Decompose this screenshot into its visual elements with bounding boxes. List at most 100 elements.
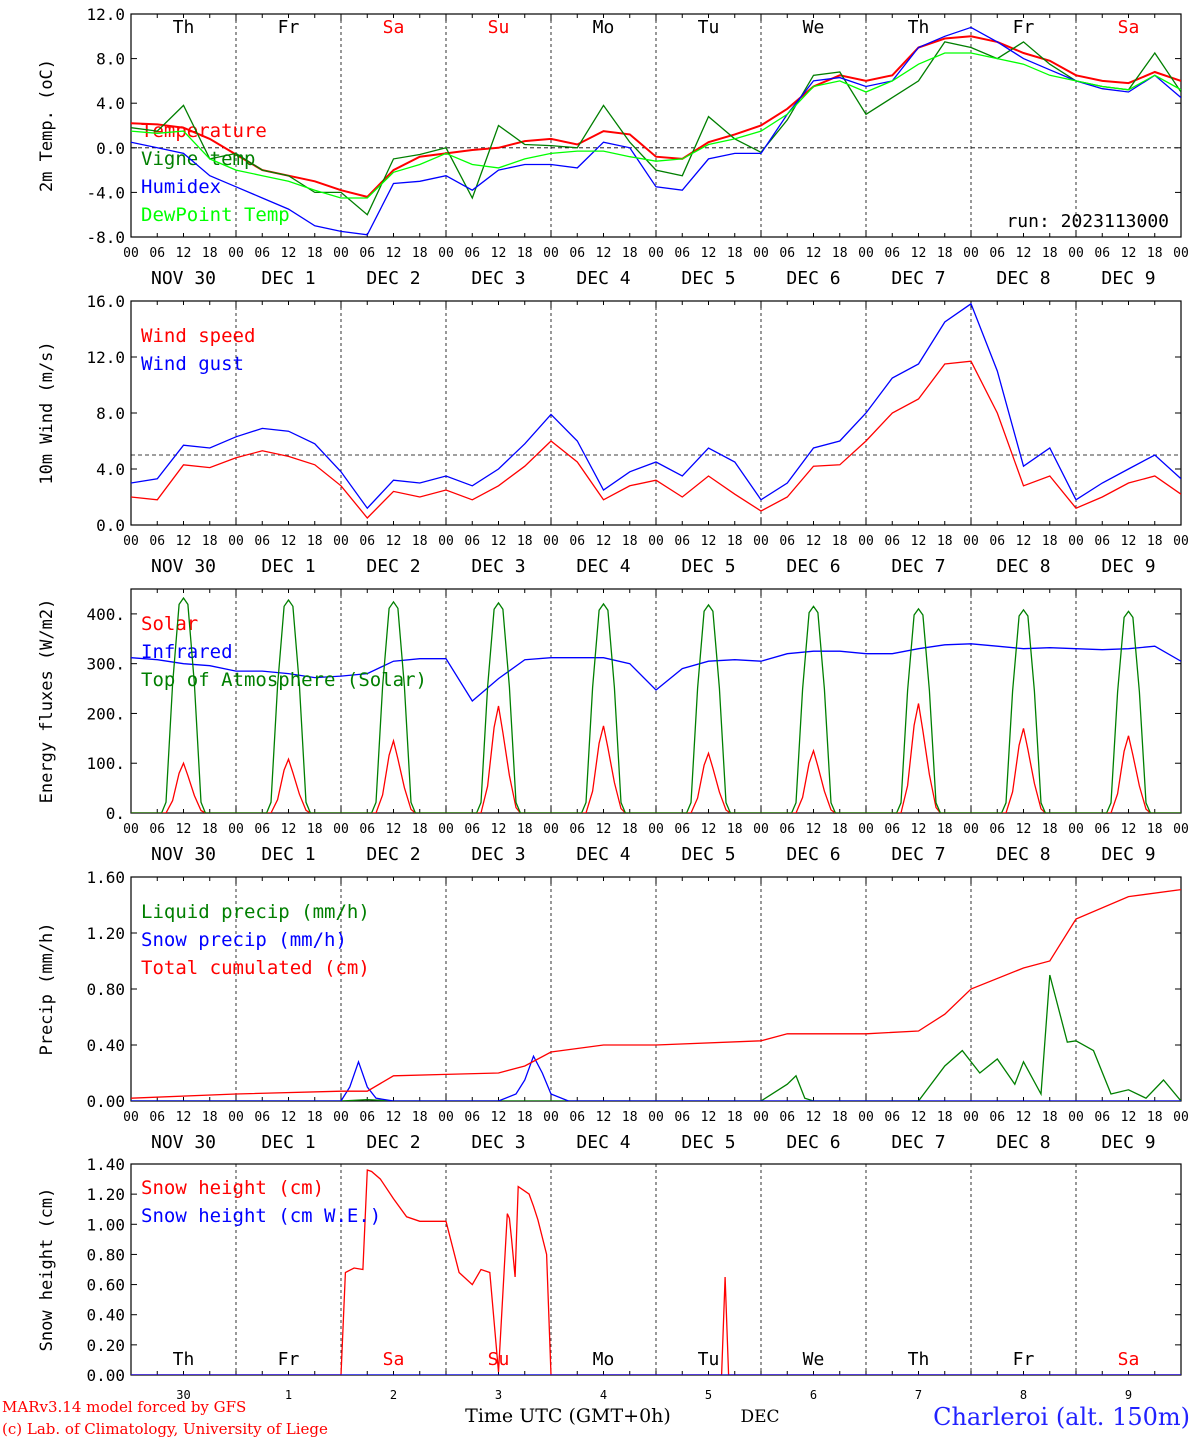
hour-tick-label: 18 (307, 822, 323, 837)
hour-tick-label: 06 (674, 534, 690, 549)
y-tick-label: 4.0 (96, 460, 125, 479)
hour-tick-label: 06 (254, 246, 270, 261)
y-tick-label: 12.0 (86, 348, 125, 367)
hour-tick-label: 00 (228, 1110, 244, 1125)
hour-tick-label: 00 (858, 246, 874, 261)
hour-tick-label: 00 (648, 822, 664, 837)
weekday-label: Th (908, 1349, 930, 1370)
hour-tick-label: 06 (254, 822, 270, 837)
y-axis-label: Snow height (cm) (37, 1188, 57, 1352)
hour-tick-label: 18 (307, 1110, 323, 1125)
series-line-red (131, 703, 1181, 813)
hour-tick-label: 12 (806, 822, 822, 837)
y-tick-label: 16.0 (86, 292, 125, 311)
hour-tick-label: 18 (622, 822, 638, 837)
y-axis-label: 2m Temp. (oC) (37, 59, 57, 192)
hour-tick-label: 12 (701, 822, 717, 837)
hour-tick-label: 12 (281, 534, 297, 549)
hour-tick-label: 18 (622, 1110, 638, 1125)
hour-tick-label: 18 (727, 246, 743, 261)
y-tick-label: 0.80 (86, 980, 125, 999)
x-axis-label: Time UTC (GMT+0h) (465, 1405, 671, 1427)
legend-entry: Snow precip (mm/h) (141, 929, 347, 951)
series-line-red (131, 1169, 1181, 1375)
hour-tick-label: 18 (832, 822, 848, 837)
y-tick-label: 100. (86, 754, 125, 773)
legend-entry: Vigne temp (141, 148, 255, 170)
hour-tick-label: 00 (543, 534, 559, 549)
hour-tick-label: 18 (937, 246, 953, 261)
hour-tick-label: 18 (832, 534, 848, 549)
hour-tick-label: 12 (806, 534, 822, 549)
series-line-red (131, 35, 1181, 199)
day-number-label: 5 (705, 1388, 712, 1402)
hour-tick-label: 18 (1147, 534, 1163, 549)
weekday-label: Fr (1013, 1349, 1035, 1370)
hour-tick-label: 06 (1094, 246, 1110, 261)
date-label: DEC 2 (366, 1132, 420, 1153)
hour-tick-label: 00 (858, 534, 874, 549)
y-tick-label: 0.40 (86, 1036, 125, 1055)
month-label: DEC (740, 1407, 779, 1427)
series-line-blue (131, 643, 1181, 702)
hour-tick-label: 06 (569, 246, 585, 261)
legend-entry: Infrared (141, 641, 233, 663)
hour-tick-label: 12 (911, 822, 927, 837)
date-label: NOV 30 (151, 844, 216, 865)
hour-tick-label: 06 (464, 534, 480, 549)
hour-tick-label: 06 (569, 822, 585, 837)
hour-tick-label: 12 (911, 534, 927, 549)
hour-tick-label: 06 (884, 822, 900, 837)
hour-tick-label: 06 (674, 822, 690, 837)
y-axis-label: Energy fluxes (W/m2) (37, 599, 57, 804)
legend-entry: Total cumulated (cm) (141, 957, 370, 979)
date-label: DEC 3 (471, 1132, 525, 1153)
y-tick-label: 400. (86, 605, 125, 624)
y-tick-label: 0.20 (86, 1336, 125, 1355)
hour-tick-label: 06 (1094, 822, 1110, 837)
y-tick-label: 0.0 (96, 139, 125, 158)
legend-entry: Snow height (cm) (141, 1177, 324, 1199)
date-label: DEC 8 (996, 1132, 1050, 1153)
hour-tick-label: 06 (1094, 534, 1110, 549)
hour-tick-label: 18 (307, 246, 323, 261)
hour-tick-label: 06 (359, 534, 375, 549)
panel-1: 12.0 8.0 4.0 0.0 -4.0 -8.0 2m Temp. (oC) 00 06 12… (37, 5, 1189, 289)
date-label: DEC 9 (1101, 556, 1155, 577)
weekday-label: We (803, 1349, 825, 1370)
date-label: DEC 9 (1101, 1132, 1155, 1153)
weekday-label: Th (173, 1349, 195, 1370)
weekday-label: Mo (593, 1349, 615, 1370)
hour-tick-label: 00 (1068, 246, 1084, 261)
hour-tick-label: 12 (596, 1110, 612, 1125)
date-label: DEC 8 (996, 556, 1050, 577)
weekday-label: Su (488, 17, 510, 38)
day-number-label: 6 (810, 1388, 817, 1402)
weekday-label: Sa (1118, 17, 1140, 38)
hour-tick-label: 12 (701, 534, 717, 549)
date-label: DEC 9 (1101, 268, 1155, 289)
date-label: DEC 2 (366, 268, 420, 289)
y-tick-label: 0.00 (86, 1366, 125, 1385)
date-label: DEC 6 (786, 268, 840, 289)
hour-tick-label: 12 (491, 1110, 507, 1125)
hour-tick-label: 06 (254, 1110, 270, 1125)
hour-tick-label: 18 (622, 534, 638, 549)
hour-tick-label: 06 (569, 534, 585, 549)
hour-tick-label: 18 (202, 822, 218, 837)
hour-tick-label: 00 (648, 246, 664, 261)
hour-tick-label: 12 (1121, 822, 1137, 837)
hour-tick-label: 00 (228, 246, 244, 261)
hour-tick-label: 18 (412, 1110, 428, 1125)
hour-tick-label: 00 (1173, 1110, 1189, 1125)
weekday-label: Sa (1118, 1349, 1140, 1370)
hour-tick-label: 12 (1016, 246, 1032, 261)
legend-entry: Temperature (141, 120, 267, 142)
date-label: DEC 5 (681, 1132, 735, 1153)
chart-panels: 12.08.04.00.0-4.0-8.02m Temp. (oC)00 06 12… (37, 5, 1189, 1402)
plot-frame (130, 300, 1182, 526)
hour-tick-label: 18 (622, 246, 638, 261)
y-tick-label: 1.00 (86, 1215, 125, 1234)
hour-tick-label: 18 (1147, 246, 1163, 261)
hour-tick-label: 00 (963, 822, 979, 837)
